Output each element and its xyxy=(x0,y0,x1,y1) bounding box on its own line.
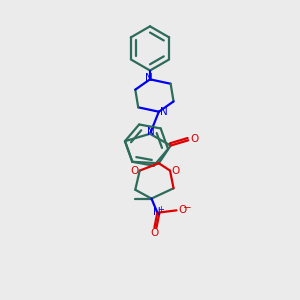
Text: O: O xyxy=(130,166,139,176)
Text: N: N xyxy=(145,73,152,83)
Text: O: O xyxy=(171,166,179,176)
Text: O: O xyxy=(150,228,158,238)
Text: −: − xyxy=(183,203,192,213)
Text: O: O xyxy=(190,134,198,144)
Text: +: + xyxy=(157,205,164,214)
Text: N: N xyxy=(160,107,167,117)
Text: O: O xyxy=(178,205,187,215)
Text: N: N xyxy=(147,127,154,137)
Text: N: N xyxy=(154,207,161,218)
